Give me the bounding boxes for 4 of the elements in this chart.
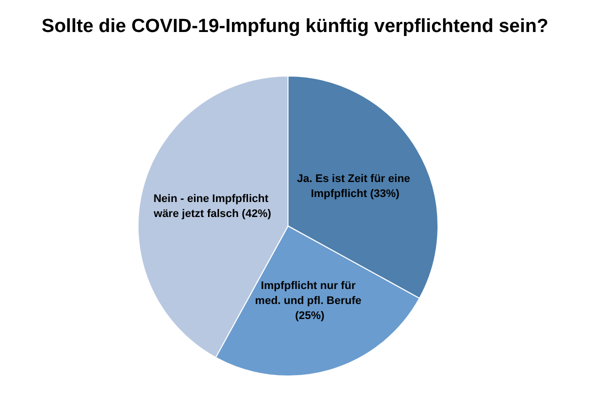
- chart-title: Sollte die COVID-19-Impfung künftig verpflichtend sein?: [42, 16, 548, 37]
- slice-label: Impfpflicht nur für med. und pfl. Berufe (25%): [255, 280, 364, 322]
- slice-label: Nein - eine Impfpflicht wäre jetzt falsch (42%): [152, 193, 272, 220]
- slice-label: Ja. Es ist Zeit für eine Impfpflicht (33%): [297, 172, 414, 200]
